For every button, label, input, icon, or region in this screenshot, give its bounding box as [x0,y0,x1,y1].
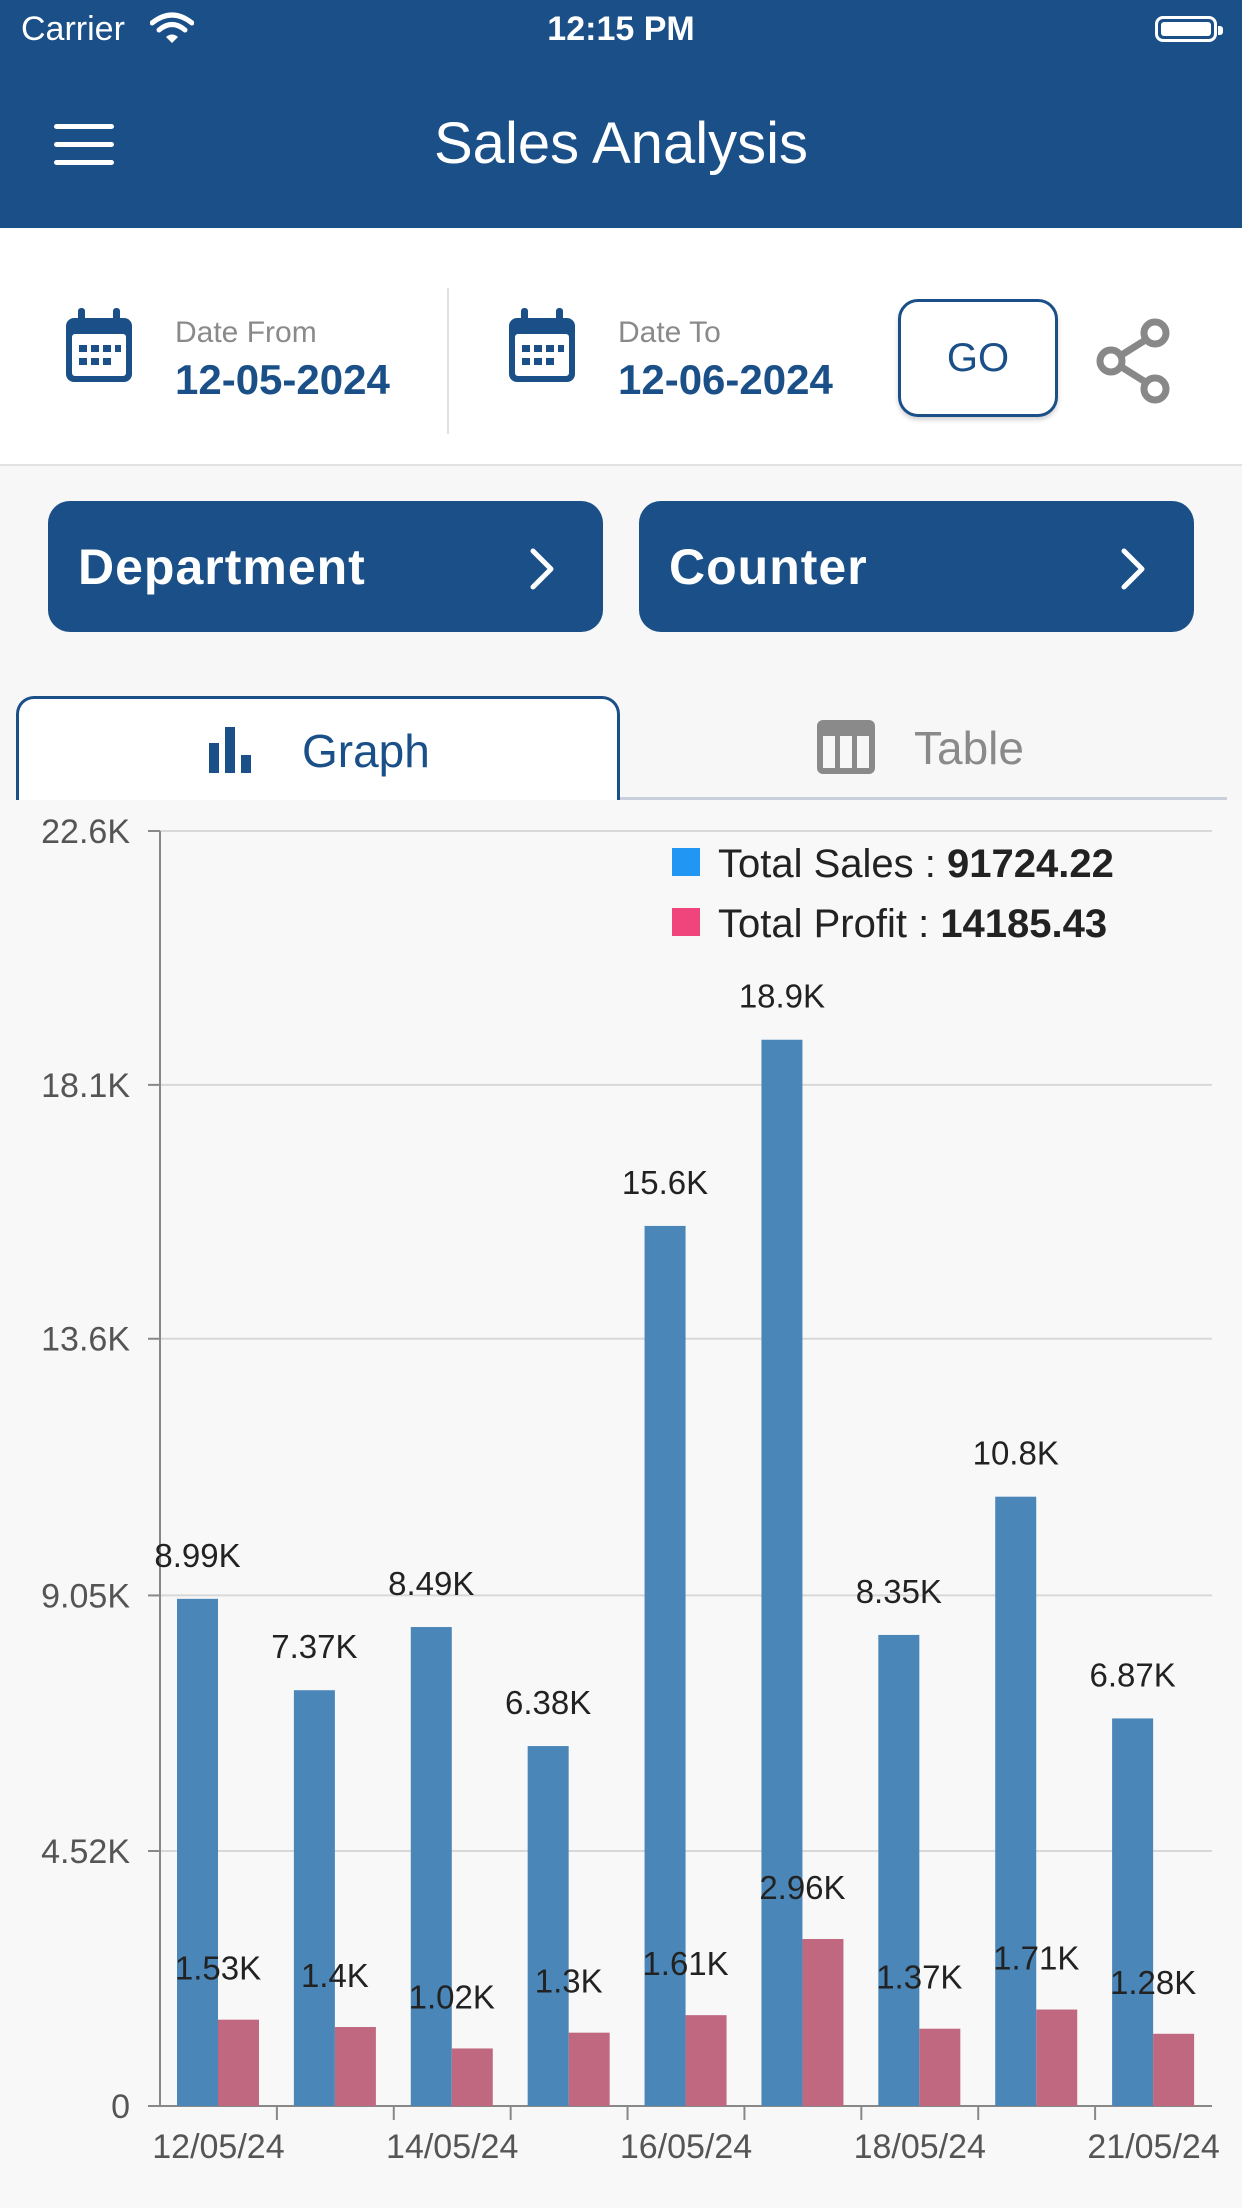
profit-value-label: 1.02K [409,1978,495,2015]
sales-value-label: 6.38K [505,1684,591,1721]
y-tick-label: 13.6K [41,1321,130,1359]
page-title: Sales Analysis [434,111,808,176]
y-tick-label: 4.52K [41,1833,130,1871]
date-divider [447,288,449,434]
sales-value-label: 7.37K [271,1628,357,1665]
sales-bar [527,1746,569,2106]
profit-bar [568,2032,610,2106]
counter-label: Counter [669,539,868,595]
profit-bar [1036,2009,1078,2106]
date-to-value[interactable]: 12-06-2024 [618,356,833,403]
profit-bar [1153,2033,1195,2106]
profit-value-label: 1.4K [301,1957,369,1994]
battery-icon [1155,16,1223,42]
status-time: 12:15 PM [547,10,695,48]
date-from-value[interactable]: 12-05-2024 [175,356,390,403]
nav-bar: Carrier 12:15 PM Sales Analysis [0,0,1242,228]
profit-value-label: 1.61K [642,1945,728,1982]
wifi-icon [150,12,194,43]
tab-underline [620,797,1227,800]
profit-bar [685,2015,727,2106]
plot-background [160,831,1212,2106]
profit-value-label: 1.71K [993,1940,1079,1977]
y-tick-label: 22.6K [41,813,130,851]
sales-bar [177,1598,218,2106]
x-tick-label: 21/05/24 [1087,2128,1219,2166]
profit-bar [334,2027,376,2106]
legend-entry: Total Profit : 14185.43 [718,902,1107,946]
menu-icon [54,124,114,129]
calendar-icon[interactable] [64,308,134,384]
calendar-icon[interactable] [507,308,577,384]
date-range-panel: Date From 12-05-2024 Date To 12-06-2024 … [0,228,1242,466]
tab-graph[interactable]: Graph [16,696,620,800]
counter-button[interactable]: Counter [639,501,1194,632]
x-tick-label: 14/05/24 [386,2128,518,2166]
chevron-right-icon [1121,548,1145,590]
sales-value-label: 15.6K [622,1164,708,1201]
sales-bar [761,1039,803,2106]
sales-value-label: 18.9K [739,978,825,1015]
profit-value-label: 1.3K [535,1963,603,2000]
tab-table[interactable]: Table [620,696,1227,800]
chevron-right-icon [530,548,554,590]
profit-bar [451,2048,493,2106]
profit-value-label: 2.96K [759,1869,845,1906]
tab-graph-label: Graph [302,725,430,777]
sales-bar [878,1634,920,2106]
profit-bar [218,2019,259,2106]
bar-chart-icon [209,727,251,773]
tab-table-label: Table [914,722,1024,774]
y-tick-label: 18.1K [41,1067,130,1105]
sales-profit-chart: 0 4.52K 9.05K 13.6K 18.1K 22.6K 8.99K 1.53K 12/0… [41,813,1220,2166]
sales-bar [995,1496,1037,2106]
sales-bar [410,1627,452,2106]
go-button[interactable]: GO [898,299,1058,417]
sales-bar [644,1225,686,2106]
legend-swatch [672,848,700,876]
profit-value-label: 1.37K [876,1959,962,1996]
sales-value-label: 10.8K [973,1435,1059,1472]
sales-bar [1112,1718,1154,2106]
profit-bar [919,2028,961,2106]
profit-value-label: 1.28K [1110,1964,1196,2001]
sales-value-label: 8.49K [388,1565,474,1602]
department-button[interactable]: Department [48,501,603,632]
x-tick-label: 12/05/24 [152,2128,284,2166]
sales-value-label: 8.99K [154,1537,240,1574]
date-to-label: Date To [618,316,721,349]
x-tick-label: 16/05/24 [620,2128,752,2166]
menu-button[interactable] [54,120,114,168]
chart-area: 0 4.52K 9.05K 13.6K 18.1K 22.6K 8.99K 1.53K 12/0… [0,800,1242,2208]
status-bar: Carrier 12:15 PM [0,0,1242,62]
sales-bar [293,1690,335,2106]
profit-bar [802,1939,844,2106]
share-icon[interactable] [1094,318,1174,404]
date-from-label: Date From [175,316,317,349]
y-tick-label: 9.05K [41,1577,130,1615]
department-label: Department [78,539,366,595]
legend-entry: Total Sales : 91724.22 [718,842,1114,886]
x-tick-label: 18/05/24 [854,2128,986,2166]
y-tick-label: 0 [111,2088,130,2126]
legend-swatch [672,908,700,936]
table-icon [817,720,875,774]
carrier-label: Carrier [21,10,125,48]
profit-value-label: 1.53K [175,1950,261,1987]
sales-value-label: 6.87K [1089,1656,1175,1693]
sales-value-label: 8.35K [856,1573,942,1610]
